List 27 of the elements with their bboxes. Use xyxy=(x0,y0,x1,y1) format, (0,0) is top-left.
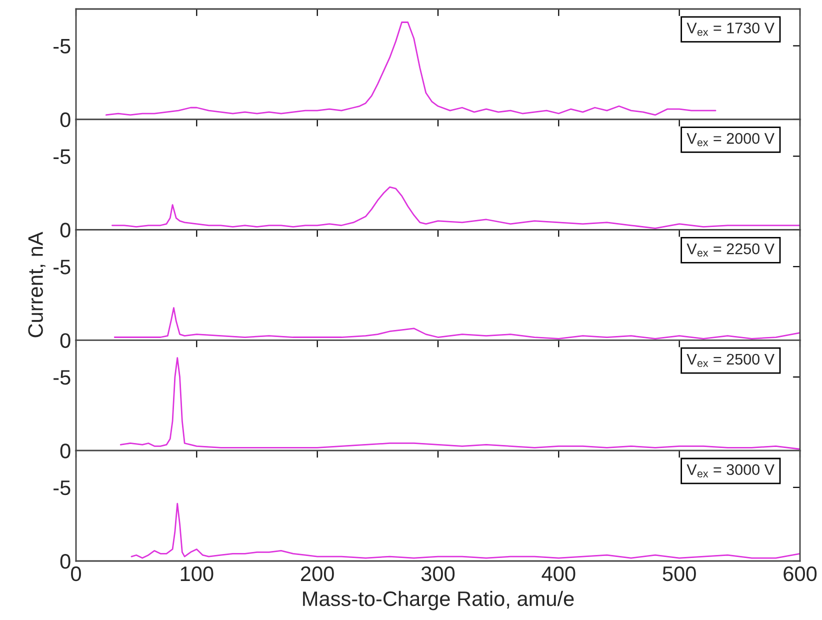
y-tick-label: 0 xyxy=(60,554,70,569)
line-series xyxy=(130,502,800,559)
annotation: V$_{ex}$ = 2500 V xyxy=(686,354,774,368)
x-axis-title: Mass-to-Charge Ratio, amu/e xyxy=(303,590,574,610)
y-tick-label: -5 xyxy=(54,149,70,164)
y-tick-label: -5 xyxy=(54,370,70,385)
x-tick-label: 500 xyxy=(662,566,696,582)
y-tick-label: 0 xyxy=(60,444,70,458)
x-tick-label: 300 xyxy=(421,566,455,582)
annotation: V$_{ex}$ = 2000 V xyxy=(686,133,774,146)
y-tick-label: 0 xyxy=(60,112,70,128)
x-tick-label: 600 xyxy=(784,566,817,582)
y-tick-label: 0 xyxy=(60,333,70,348)
y-tick-label: 0 xyxy=(60,222,70,238)
annotation: V$_{ex}$ = 1730 V xyxy=(686,22,774,36)
x-tick-label: 100 xyxy=(180,566,214,582)
line-series xyxy=(114,307,800,340)
y-tick-label: -5 xyxy=(54,260,70,274)
line-series xyxy=(112,186,800,230)
annotation: V$_{ex}$ = 3000 V xyxy=(686,464,774,478)
annotation: V$_{ex}$ = 2250 V xyxy=(686,243,774,257)
y-tick-label: -5 xyxy=(54,39,70,54)
x-tick-label: 200 xyxy=(301,566,334,582)
x-tick-label: 0 xyxy=(71,566,81,582)
y-tick-label: -5 xyxy=(54,480,70,496)
y-axis-title: Current, nA xyxy=(28,232,46,338)
x-tick-label: 400 xyxy=(542,566,576,582)
